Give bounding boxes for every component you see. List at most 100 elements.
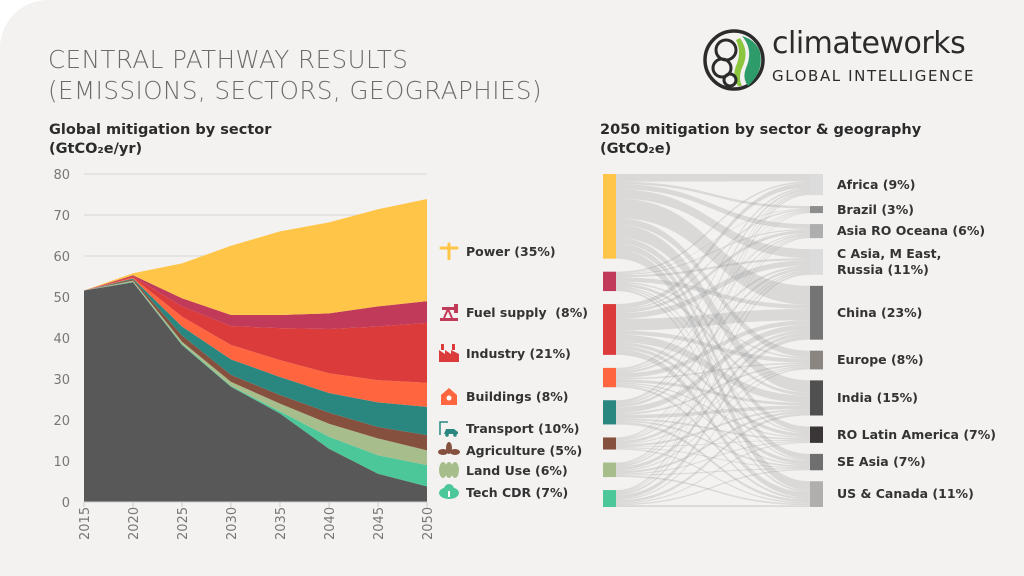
sankey-target-node	[810, 350, 823, 370]
sankey-flow	[616, 230, 810, 314]
sankey-flow	[616, 237, 810, 433]
logo-mark-icon	[703, 29, 765, 91]
sankey-flow	[616, 192, 810, 464]
sankey-target-label: US & Canada (11%)	[837, 486, 974, 502]
y-tick-label: 20	[53, 414, 70, 429]
target-label-text: Russia (11%)	[837, 261, 929, 277]
legend-item: Power (35%)	[438, 242, 556, 260]
sankey-target-node	[810, 285, 823, 340]
sankey-flow	[616, 189, 810, 403]
y-tick-label: 0	[62, 496, 70, 511]
sankey-flow	[616, 330, 810, 363]
target-label-text: RO Latin America (7%)	[837, 426, 996, 442]
legend-item: Buildings (8%)	[438, 387, 569, 405]
sankey-flow	[616, 469, 810, 506]
sankey-flow	[616, 441, 810, 504]
sankey-flow	[616, 198, 810, 305]
sankey-flows	[616, 174, 810, 507]
y-tick-label: 80	[53, 168, 70, 183]
sankey-flow	[616, 413, 810, 503]
sankey-flow	[616, 345, 810, 465]
target-label-text: Europe (8%)	[837, 352, 924, 368]
sankey-flow	[616, 421, 810, 503]
target-label-text: China (23%)	[837, 304, 923, 320]
sankey-flow	[616, 420, 810, 468]
sankey-source-node	[603, 490, 616, 507]
area-series-transport	[84, 278, 427, 436]
sankey-flow	[616, 193, 810, 492]
y-tick-label: 10	[53, 455, 70, 470]
sankey-flow	[616, 475, 810, 506]
sankey-target-label: C Asia, M East, Russia (11%)	[837, 246, 941, 278]
sankey-target-label: SE Asia (7%)	[837, 454, 926, 470]
sankey-flow	[616, 324, 810, 413]
sankey-flow	[616, 181, 810, 274]
area-series-land	[84, 280, 427, 466]
sankey-target-node	[810, 174, 823, 196]
sankey-source-node	[603, 437, 616, 450]
sankey-flow	[616, 320, 810, 378]
sankey-flow	[616, 211, 810, 404]
area-chart-title-line-1: Global mitigation by sector	[49, 122, 272, 138]
logo-wordmark: climateworks	[772, 26, 966, 61]
x-tick-label: 2020	[127, 507, 142, 540]
sankey-flow	[616, 418, 810, 440]
x-tick-label: 2035	[274, 507, 289, 540]
sankey-target-node	[810, 481, 823, 507]
sankey-flow	[616, 379, 810, 406]
area-series-buildings	[84, 277, 427, 407]
legend-item: Transport (10%)	[438, 419, 579, 437]
sankey-flow	[616, 235, 810, 440]
sankey-title-line-2: (GtCO₂e)	[600, 141, 672, 157]
area-series-industry	[84, 276, 427, 383]
sankey-flow	[616, 364, 810, 415]
wind-turbine-icon	[438, 242, 466, 260]
area-series-fuel	[84, 275, 427, 329]
sankey-flow	[616, 382, 810, 439]
cloud-tree-icon	[438, 483, 466, 501]
sankey-flow	[616, 265, 810, 374]
sankey-flow	[616, 505, 810, 507]
page-title: CENTRAL PATHWAY RESULTS (EMISSIONS, SECT…	[48, 44, 542, 106]
sankey-flow	[616, 233, 810, 372]
sankey-flow	[616, 210, 810, 371]
y-tick-label: 60	[53, 250, 70, 265]
title-line-1: CENTRAL PATHWAY RESULTS	[48, 45, 409, 74]
legend-label: Buildings (8%)	[466, 388, 569, 404]
sankey-target-label: Africa (9%)	[837, 177, 915, 193]
sankey-target-node	[810, 206, 823, 214]
sankey-flow	[616, 270, 810, 441]
sankey-flow	[616, 409, 810, 447]
sankey-source-node	[603, 400, 616, 425]
factory-icon	[438, 344, 466, 362]
legend-item: Tech CDR (7%)	[438, 483, 568, 501]
sankey-flow	[616, 349, 810, 498]
target-label-text: US & Canada (11%)	[837, 486, 974, 502]
sankey-flow	[616, 286, 810, 434]
legend-item: Industry (21%)	[438, 344, 571, 362]
sankey-flow	[616, 440, 810, 475]
sankey-flow	[616, 184, 810, 229]
legend-label: Land Use (6%)	[466, 462, 568, 478]
electric-car-icon	[438, 419, 466, 437]
x-tick-label: 2025	[176, 507, 191, 540]
area-series-power	[84, 199, 427, 316]
y-tick-label: 50	[53, 291, 70, 306]
sankey-flow	[616, 332, 810, 471]
sankey-flow	[616, 260, 810, 319]
legend-item: Land Use (6%)	[438, 461, 568, 479]
sankey-flow	[616, 271, 810, 467]
legend-item: Fuel supply (8%)	[438, 303, 588, 321]
sankey-flow	[616, 211, 810, 439]
sankey-flow	[616, 366, 810, 472]
sankey-flow	[616, 224, 810, 393]
sankey-flow	[616, 212, 810, 465]
sankey-title: 2050 mitigation by sector & geography (G…	[600, 121, 921, 159]
sankey-flow	[616, 183, 810, 309]
sankey-flow	[616, 189, 810, 259]
sankey-target-node	[810, 453, 823, 471]
x-tick-label: 2040	[323, 507, 338, 540]
legend-label: Industry (21%)	[466, 345, 571, 361]
sankey-flow	[616, 283, 810, 396]
sankey-title-line-1: 2050 mitigation by sector & geography	[600, 122, 922, 138]
